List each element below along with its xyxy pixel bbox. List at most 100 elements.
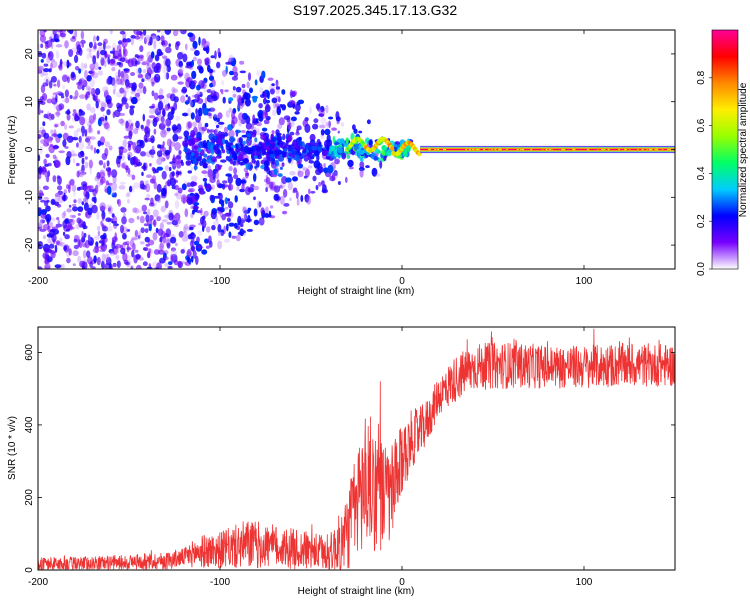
spectrogram-cell — [174, 184, 180, 191]
spectrogram-cell — [252, 114, 256, 124]
spectrogram-cell — [195, 255, 199, 265]
spectrogram-cell — [251, 145, 257, 150]
spectrogram-cell — [66, 59, 70, 69]
spectrogram-cell — [150, 51, 155, 59]
spectrogram-cell — [309, 133, 316, 142]
spectrogram-cell — [271, 136, 277, 142]
spectrogram-cell — [117, 105, 123, 112]
spectrogram-cell — [229, 136, 235, 143]
spectrogram-cell — [84, 129, 88, 137]
spectrogram-cell — [379, 160, 383, 169]
colorbar-tick-label: 0.6 — [696, 118, 707, 132]
spectrogram-cell — [242, 140, 247, 145]
spectrogram-cell — [101, 226, 109, 232]
spectrogram-cell — [266, 99, 270, 104]
spectrogram-cell — [105, 180, 110, 186]
spectrogram-cell — [118, 112, 126, 117]
spectrogram-cell — [148, 248, 152, 254]
spectrogram-cell — [78, 77, 86, 86]
spectrogram-cell — [152, 232, 158, 241]
spectrogram-cell — [178, 150, 182, 155]
spectrogram-cell — [96, 148, 100, 154]
spectrogram-cell — [235, 234, 241, 242]
spectrogram-cell — [217, 112, 223, 120]
spectrogram-cell — [159, 242, 164, 251]
spectrogram-cell — [98, 160, 104, 166]
spectrogram-cell — [139, 183, 145, 190]
spectrogram-cell — [237, 104, 241, 112]
spectrogram-cell — [273, 168, 278, 176]
spectrogram-cell — [130, 266, 133, 269]
spectrogram-cell — [140, 227, 145, 234]
spectrogram-cell — [587, 148, 590, 151]
spectrogram-cell — [173, 259, 179, 266]
spectrogram-cell — [390, 146, 395, 151]
spectrogram-cell — [95, 241, 99, 247]
colorbar-ticks: 0.0 0.2 0.4 0.6 0.8 — [696, 70, 712, 276]
spectrogram-cell — [207, 112, 212, 117]
spectrogram-cell — [125, 122, 132, 132]
spectrogram-cell — [58, 150, 65, 154]
spectrogram-cell — [153, 128, 157, 135]
spectrogram-cell — [191, 70, 197, 80]
spectrogram-cell — [300, 194, 304, 203]
spectrogram-cell — [202, 47, 208, 51]
spectrogram-cell — [277, 141, 281, 146]
spectrogram-cell — [153, 249, 160, 255]
spectrogram-cell — [239, 70, 247, 74]
spectrogram-cell — [226, 198, 231, 202]
spectrogram-cell — [211, 87, 215, 93]
spectrogram-cell — [68, 30, 74, 35]
spectrogram-cell — [179, 65, 184, 75]
spectrogram-cell — [269, 205, 274, 209]
spectrogram-cell — [55, 50, 60, 59]
spectrogram-cell — [177, 52, 184, 60]
spectrogram-cell — [142, 261, 148, 267]
spectrogram-cell — [308, 160, 315, 164]
spectrogram-cell — [295, 131, 300, 136]
spectrogram-cell — [39, 126, 45, 130]
spectrogram-cell — [99, 116, 105, 122]
spectrogram-cell — [383, 156, 387, 161]
spectrogram-cell — [125, 193, 131, 198]
spectrogram-cell — [51, 60, 58, 69]
spectrogram-cell — [307, 165, 313, 169]
spectrogram-cell — [164, 72, 168, 80]
spectrogram-cell — [112, 262, 117, 268]
spectrogram-cell — [57, 185, 63, 191]
spectrogram-cell — [45, 40, 52, 48]
spectrogram-cell — [138, 73, 143, 78]
snr-x-axis-title: Height of straight line (km) — [298, 586, 415, 597]
spectrogram-cell — [233, 174, 239, 180]
spectrogram-cell — [162, 107, 166, 117]
spectrogram-cell — [223, 225, 226, 235]
spectrogram-cell — [53, 103, 60, 110]
spectrogram-cell — [165, 46, 172, 54]
spectrogram-cell — [77, 235, 80, 241]
spectrogram-cell — [131, 174, 136, 181]
spectrogram-cell — [44, 138, 50, 143]
spectrogram-cell — [130, 34, 136, 39]
spectrogram-cell — [117, 69, 121, 78]
spectrogram-cell — [287, 181, 293, 191]
spectrogram-cell — [185, 43, 188, 51]
spectrogram-cell — [185, 94, 188, 98]
spectrogram-cell — [319, 109, 325, 118]
spectrogram-cell — [106, 225, 113, 232]
spectrogram-cell — [56, 175, 61, 180]
spectrogram-cell — [127, 167, 131, 175]
spectrogram-cell — [211, 224, 216, 231]
spectrogram-cell — [122, 241, 128, 246]
spectrogram-cell — [217, 224, 222, 233]
spectrogram-cell — [204, 122, 209, 128]
spectrogram-cell — [174, 142, 181, 151]
spectrogram-cell — [155, 74, 159, 78]
spectrogram-cell — [64, 218, 70, 224]
spectrogram-cell — [59, 58, 63, 67]
spectrogram-cell — [127, 119, 132, 123]
spectrogram-cell — [100, 237, 105, 246]
spectrogram-cell — [178, 231, 184, 238]
spectrogram-cell — [68, 248, 72, 256]
spectrogram-cell — [78, 108, 83, 117]
spectrogram-cell — [166, 242, 171, 249]
